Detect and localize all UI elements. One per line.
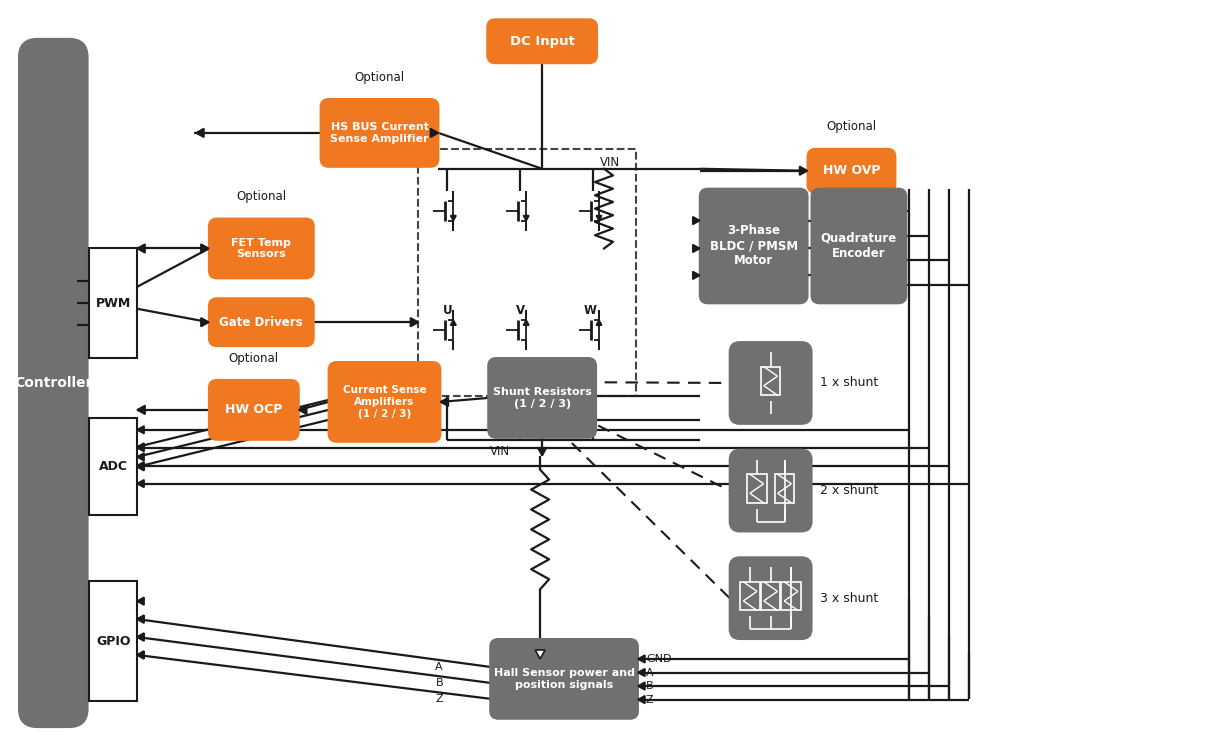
Text: W: W — [583, 304, 596, 317]
Text: Optional: Optional — [236, 190, 286, 203]
Text: Quadrature
Encoder: Quadrature Encoder — [820, 232, 897, 260]
Bar — [761, 582, 780, 611]
FancyBboxPatch shape — [730, 557, 812, 639]
Polygon shape — [638, 682, 645, 690]
Polygon shape — [638, 696, 645, 703]
Bar — [89, 418, 138, 515]
Text: ADC: ADC — [99, 460, 128, 473]
Polygon shape — [535, 650, 545, 659]
FancyBboxPatch shape — [209, 380, 298, 440]
Text: 3-Phase
BLDC / PMSM
Motor: 3-Phase BLDC / PMSM Motor — [710, 225, 797, 268]
Bar — [761, 367, 780, 396]
Polygon shape — [450, 216, 456, 220]
Polygon shape — [298, 405, 307, 414]
Polygon shape — [410, 318, 419, 326]
Polygon shape — [138, 426, 144, 434]
FancyBboxPatch shape — [730, 450, 812, 532]
FancyBboxPatch shape — [209, 299, 314, 346]
Text: Optional: Optional — [354, 71, 404, 83]
Text: A: A — [646, 668, 654, 678]
Text: B: B — [646, 681, 654, 691]
Text: Z: Z — [436, 694, 443, 704]
Polygon shape — [138, 244, 145, 253]
Text: 3 x shunt: 3 x shunt — [819, 592, 877, 605]
Bar — [747, 475, 767, 503]
Text: U: U — [443, 304, 453, 317]
Polygon shape — [138, 651, 144, 659]
Bar — [781, 582, 801, 611]
Text: HS BUS Current
Sense Amplifier: HS BUS Current Sense Amplifier — [330, 122, 428, 144]
Polygon shape — [201, 318, 209, 326]
Polygon shape — [450, 320, 456, 325]
FancyBboxPatch shape — [329, 362, 441, 441]
FancyBboxPatch shape — [700, 189, 808, 303]
Polygon shape — [138, 463, 144, 471]
FancyBboxPatch shape — [730, 342, 812, 424]
Text: FET Temp
Sensors: FET Temp Sensors — [231, 238, 291, 259]
Polygon shape — [523, 320, 529, 325]
FancyBboxPatch shape — [488, 358, 596, 438]
Polygon shape — [138, 597, 144, 605]
Text: B: B — [436, 678, 443, 688]
FancyBboxPatch shape — [808, 149, 896, 193]
FancyBboxPatch shape — [19, 39, 88, 726]
FancyBboxPatch shape — [487, 20, 598, 63]
Polygon shape — [800, 166, 808, 175]
Text: 2 x shunt: 2 x shunt — [819, 484, 877, 497]
FancyBboxPatch shape — [490, 639, 638, 719]
Polygon shape — [196, 129, 204, 138]
Polygon shape — [138, 462, 144, 469]
Polygon shape — [201, 244, 209, 253]
Polygon shape — [138, 651, 144, 659]
Text: Optional: Optional — [826, 120, 876, 133]
Polygon shape — [441, 398, 448, 406]
Text: DC Input: DC Input — [510, 35, 574, 47]
Polygon shape — [692, 217, 700, 224]
Polygon shape — [138, 480, 144, 487]
Polygon shape — [138, 615, 144, 623]
Polygon shape — [638, 669, 645, 676]
Text: Shunt Resistors
(1 / 2 / 3): Shunt Resistors (1 / 2 / 3) — [493, 387, 591, 409]
Text: Gate Drivers: Gate Drivers — [219, 316, 303, 329]
Text: Z: Z — [646, 695, 654, 705]
Bar — [419, 149, 636, 396]
Text: V: V — [516, 304, 525, 317]
Polygon shape — [431, 129, 438, 138]
Polygon shape — [138, 443, 144, 450]
Polygon shape — [138, 615, 144, 623]
Polygon shape — [138, 633, 144, 641]
Bar — [89, 248, 138, 358]
Text: VIN: VIN — [600, 156, 621, 169]
Text: HW OCP: HW OCP — [225, 403, 282, 417]
Polygon shape — [596, 320, 601, 325]
Bar — [740, 582, 759, 611]
Text: Hall Sensor power and
position signals: Hall Sensor power and position signals — [494, 668, 634, 690]
Bar — [775, 475, 795, 503]
Polygon shape — [538, 447, 546, 456]
Polygon shape — [138, 453, 144, 461]
Text: A: A — [436, 662, 443, 672]
Text: PWM: PWM — [95, 297, 130, 310]
Text: 1 x shunt: 1 x shunt — [819, 377, 877, 390]
Text: Controller: Controller — [15, 376, 92, 390]
Polygon shape — [692, 271, 700, 279]
Text: HW OVP: HW OVP — [823, 164, 880, 177]
Text: VIN: VIN — [490, 445, 510, 458]
Polygon shape — [596, 216, 601, 220]
Polygon shape — [138, 444, 144, 451]
Bar — [89, 581, 138, 701]
Polygon shape — [523, 216, 529, 220]
FancyBboxPatch shape — [812, 189, 907, 303]
Polygon shape — [692, 244, 700, 253]
FancyBboxPatch shape — [209, 219, 314, 278]
Text: Current Sense
Amplifiers
(1 / 2 / 3): Current Sense Amplifiers (1 / 2 / 3) — [343, 385, 426, 419]
Text: Optional: Optional — [229, 352, 279, 365]
FancyBboxPatch shape — [320, 99, 438, 167]
Text: GPIO: GPIO — [96, 635, 130, 647]
Polygon shape — [638, 655, 645, 663]
Text: GND: GND — [646, 654, 672, 664]
Polygon shape — [138, 633, 144, 641]
Polygon shape — [138, 405, 145, 414]
